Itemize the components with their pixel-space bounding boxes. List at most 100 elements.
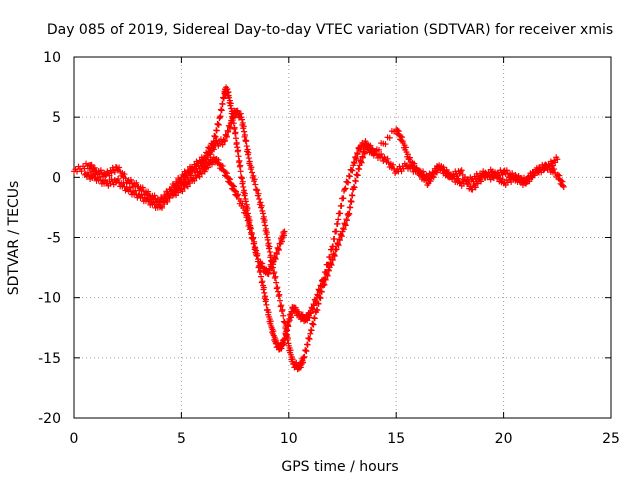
- data-point: [554, 156, 561, 163]
- data-point-interp: [440, 164, 447, 171]
- data-point-interp: [552, 159, 559, 166]
- data-point-interp: [258, 273, 265, 280]
- data-point-interp: [97, 167, 104, 174]
- data-point-interp: [318, 288, 325, 295]
- data-point-interp: [229, 182, 236, 189]
- y-tick-label: -5: [47, 231, 61, 247]
- data-point-interp: [456, 179, 463, 186]
- data-point-interp: [324, 272, 331, 279]
- data-point-interp: [227, 176, 234, 183]
- data-point-interp: [229, 117, 236, 124]
- data-point-interp: [321, 281, 328, 288]
- data-point-interp: [384, 155, 391, 162]
- data-point-interp: [215, 121, 222, 128]
- data-point-interp: [353, 156, 360, 163]
- data-point-interp: [226, 94, 233, 101]
- data-point-interp: [292, 304, 299, 311]
- data-point-interp: [244, 146, 251, 153]
- data-point-interp: [279, 306, 286, 313]
- data-point-interp: [226, 97, 233, 104]
- data-point-interp: [252, 181, 259, 188]
- data-point-interp: [546, 163, 553, 170]
- x-tick-label: 5: [177, 431, 186, 447]
- data-point-interp: [237, 162, 244, 169]
- data-point-interp: [191, 177, 198, 184]
- data-point-interp: [245, 155, 252, 162]
- data-point-interp: [458, 167, 465, 174]
- data-point-interp: [263, 229, 270, 236]
- data-point-interp: [275, 293, 282, 300]
- data-point-interp: [464, 176, 471, 183]
- y-tick-label: -20: [38, 411, 61, 427]
- data-point-interp: [222, 137, 229, 144]
- data-point-interp: [179, 188, 186, 195]
- data-point-interp: [277, 303, 284, 310]
- data-point-interp: [78, 168, 85, 175]
- data-point-interp: [345, 179, 352, 186]
- y-tick-label: -10: [38, 291, 61, 307]
- data-point-interp: [358, 159, 365, 166]
- data-point-interp: [382, 141, 389, 148]
- data-point-interp: [226, 123, 233, 130]
- data-point-interp: [239, 200, 246, 207]
- data-point-interp: [241, 187, 248, 194]
- data-point: [260, 210, 267, 217]
- data-point-interp: [91, 164, 98, 171]
- data-point-interp: [265, 271, 272, 278]
- data-point-interp: [205, 164, 212, 171]
- data-point-interp: [310, 321, 317, 328]
- data-point: [249, 234, 256, 241]
- data-point-interp: [295, 308, 302, 315]
- data-point-interp: [330, 243, 337, 250]
- data-point-interp: [445, 170, 452, 177]
- data-point-interp: [235, 191, 242, 198]
- data-point-interp: [133, 179, 140, 186]
- data-points: [71, 84, 567, 373]
- data-point-interp: [286, 317, 293, 324]
- data-point-interp: [411, 160, 418, 167]
- data-point-interp: [238, 175, 245, 182]
- data-point-interp: [84, 169, 91, 176]
- data-point-interp: [247, 224, 254, 231]
- data-point-interp: [328, 262, 335, 269]
- data-point-interp: [260, 213, 267, 220]
- data-point-interp: [335, 242, 342, 249]
- data-point-interp: [255, 190, 262, 197]
- data-point-interp: [544, 166, 551, 173]
- data-point-interp: [127, 176, 134, 183]
- data-point-interp: [278, 238, 285, 245]
- data-point: [371, 150, 378, 157]
- data-point-interp: [430, 174, 437, 181]
- data-point-interp: [261, 217, 268, 224]
- data-point-interp: [431, 168, 438, 175]
- data-point-interp: [333, 246, 340, 253]
- data-point-interp: [354, 172, 361, 179]
- data-point-interp: [260, 284, 267, 291]
- data-point-interp: [219, 163, 226, 170]
- data-point: [281, 228, 288, 235]
- data-point-interp: [213, 127, 220, 134]
- y-tick-label: 5: [52, 110, 61, 126]
- data-point-interp: [359, 154, 366, 161]
- axis-ticks: 0 5 10 15 20 25 -20 -15 -10 -5 0 5 10: [38, 50, 620, 447]
- data-point-interp: [90, 170, 97, 177]
- data-point-interp: [344, 217, 351, 224]
- data-point-interp: [243, 143, 250, 150]
- data-point-interp: [237, 110, 244, 117]
- data-point-interp: [531, 172, 538, 179]
- data-point-interp: [348, 198, 355, 205]
- data-point-interp: [184, 183, 191, 190]
- data-point-interp: [395, 128, 402, 135]
- data-point-interp: [225, 128, 232, 135]
- data-point-interp: [234, 107, 241, 114]
- data-point-interp: [181, 184, 188, 191]
- y-tick-label: 10: [43, 50, 61, 66]
- data-point: [560, 183, 567, 190]
- data-point-interp: [271, 269, 278, 276]
- data-point-interp: [250, 172, 257, 179]
- data-point-interp: [258, 202, 265, 209]
- data-point-interp: [249, 169, 256, 176]
- data-point-interp: [394, 127, 401, 134]
- data-point-interp: [244, 217, 251, 224]
- data-point-interp: [351, 160, 358, 167]
